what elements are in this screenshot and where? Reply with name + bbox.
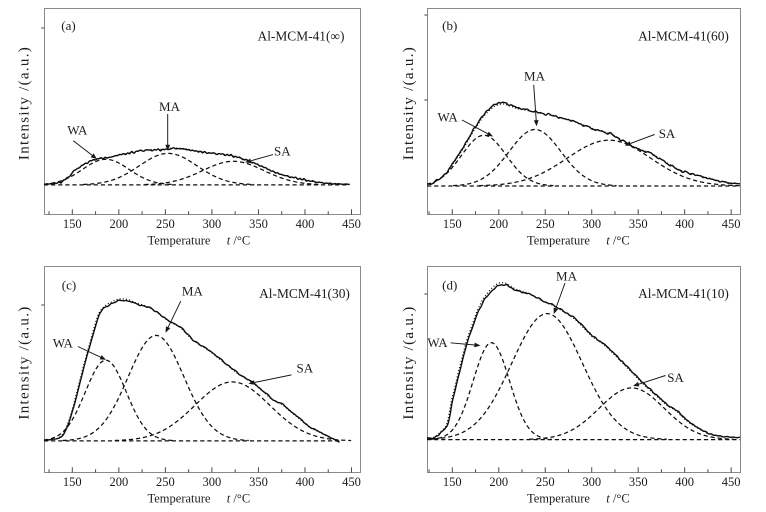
svg-text:Temperature: Temperature — [148, 234, 211, 248]
svg-text:(a): (a) — [61, 18, 75, 33]
svg-text:Temperature: Temperature — [527, 234, 590, 248]
svg-text:MA: MA — [159, 99, 181, 114]
svg-text:SA: SA — [667, 370, 684, 385]
svg-text:Al-MCM-41(∞): Al-MCM-41(∞) — [258, 29, 345, 44]
svg-text:450: 450 — [722, 217, 741, 231]
svg-text:t /°C: t /°C — [606, 492, 629, 506]
svg-text:Intensity /(a.u.): Intensity /(a.u.) — [401, 46, 417, 160]
svg-text:350: 350 — [629, 217, 648, 231]
svg-text:150: 150 — [443, 475, 462, 489]
svg-text:250: 250 — [536, 475, 555, 489]
svg-text:250: 250 — [536, 217, 555, 231]
svg-text:SA: SA — [659, 126, 676, 141]
svg-text:400: 400 — [296, 217, 315, 231]
svg-text:200: 200 — [489, 217, 508, 231]
svg-text:t /°C: t /°C — [227, 492, 250, 506]
svg-text:MA: MA — [182, 284, 204, 299]
svg-text:Temperature: Temperature — [148, 492, 211, 506]
svg-text:400: 400 — [675, 475, 694, 489]
svg-text:300: 300 — [582, 475, 601, 489]
svg-text:350: 350 — [629, 475, 648, 489]
svg-text:250: 250 — [156, 217, 175, 231]
svg-text:(b): (b) — [442, 18, 457, 33]
svg-text:(c): (c) — [62, 278, 76, 293]
svg-text:350: 350 — [249, 475, 268, 489]
svg-text:450: 450 — [342, 475, 361, 489]
svg-text:MA: MA — [556, 269, 578, 284]
svg-text:WA: WA — [427, 335, 448, 350]
svg-text:450: 450 — [342, 217, 361, 231]
svg-text:400: 400 — [296, 475, 315, 489]
svg-text:300: 300 — [582, 217, 601, 231]
svg-text:(d): (d) — [442, 278, 457, 293]
svg-text:300: 300 — [203, 217, 222, 231]
svg-text:MA: MA — [524, 69, 546, 84]
svg-text:t /°C: t /°C — [606, 234, 629, 248]
svg-text:Al-MCM-41(30): Al-MCM-41(30) — [259, 286, 350, 301]
svg-text:Temperature: Temperature — [527, 492, 590, 506]
svg-text:300: 300 — [203, 475, 222, 489]
svg-text:Al-MCM-41(10): Al-MCM-41(10) — [638, 286, 729, 301]
svg-text:WA: WA — [437, 110, 458, 125]
svg-text:150: 150 — [63, 217, 82, 231]
svg-text:t /°C: t /°C — [227, 234, 250, 248]
svg-text:400: 400 — [675, 217, 694, 231]
svg-text:WA: WA — [67, 123, 88, 138]
svg-text:Intensity /(a.u.): Intensity /(a.u.) — [17, 305, 33, 419]
svg-text:SA: SA — [296, 361, 313, 376]
svg-text:150: 150 — [63, 475, 82, 489]
svg-text:350: 350 — [249, 217, 268, 231]
svg-text:200: 200 — [109, 217, 128, 231]
svg-text:450: 450 — [722, 475, 741, 489]
svg-text:200: 200 — [109, 475, 128, 489]
svg-text:Al-MCM-41(60): Al-MCM-41(60) — [638, 29, 729, 44]
svg-text:Intensity /(a.u.): Intensity /(a.u.) — [17, 46, 33, 160]
svg-text:WA: WA — [53, 336, 74, 351]
svg-text:Intensity /(a.u.): Intensity /(a.u.) — [401, 305, 417, 419]
svg-text:SA: SA — [274, 144, 291, 159]
svg-text:250: 250 — [156, 475, 175, 489]
svg-text:150: 150 — [443, 217, 462, 231]
svg-text:200: 200 — [489, 475, 508, 489]
